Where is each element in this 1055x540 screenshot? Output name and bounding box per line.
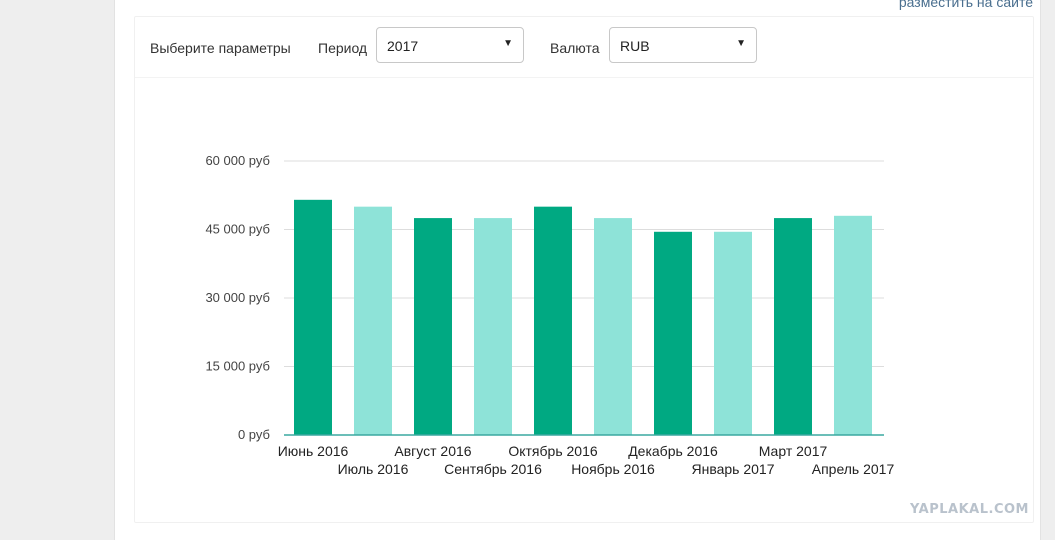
x-tick-label: Июнь 2016 (278, 443, 349, 459)
period-select-value: 2017 (387, 38, 419, 54)
bar (774, 218, 812, 435)
x-tick-label: Сентябрь 2016 (444, 461, 542, 477)
x-tick-label: Октябрь 2016 (508, 443, 598, 459)
embed-link[interactable]: разместить на сайте (898, 0, 1033, 10)
currency-select-value: RUB (620, 38, 650, 54)
bar (534, 206, 572, 435)
bar (654, 231, 692, 435)
y-tick-label: 30 000 руб (205, 290, 270, 305)
params-label: Выберите параметры (150, 40, 291, 56)
y-tick-label: 45 000 руб (205, 222, 270, 237)
x-tick-label: Декабрь 2016 (628, 443, 718, 459)
bar (594, 218, 632, 435)
currency-select[interactable]: RUB ▼ (609, 27, 757, 63)
y-tick-label: 0 руб (238, 427, 270, 442)
dropdown-arrow-icon: ▼ (503, 38, 513, 49)
x-tick-label: Июль 2016 (338, 461, 409, 477)
period-label: Период (318, 40, 368, 56)
right-gutter (1040, 0, 1055, 540)
period-select[interactable]: 2017 ▼ (376, 27, 524, 63)
bar (354, 206, 392, 435)
x-tick-label: Ноябрь 2016 (571, 461, 655, 477)
chart-widget: Выберите параметры Период 2017 ▼ Валюта … (134, 16, 1034, 523)
x-tick-label: Апрель 2017 (812, 461, 895, 477)
x-tick-label: Март 2017 (759, 443, 828, 459)
y-tick-label: 60 000 руб (205, 153, 270, 168)
y-tick-label: 15 000 руб (205, 359, 270, 374)
bar (474, 218, 512, 435)
bar (414, 218, 452, 435)
watermark: YAPLAKAL.COM (910, 502, 1029, 517)
currency-label: Валюта (550, 40, 600, 56)
x-tick-label: Август 2016 (394, 443, 471, 459)
controls-bar: Выберите параметры Период 2017 ▼ Валюта … (135, 17, 1033, 78)
dropdown-arrow-icon: ▼ (736, 38, 746, 49)
bar (294, 199, 332, 435)
x-tick-label: Январь 2017 (691, 461, 774, 477)
bar (714, 231, 752, 435)
bar (834, 215, 872, 435)
left-gutter (0, 0, 115, 540)
